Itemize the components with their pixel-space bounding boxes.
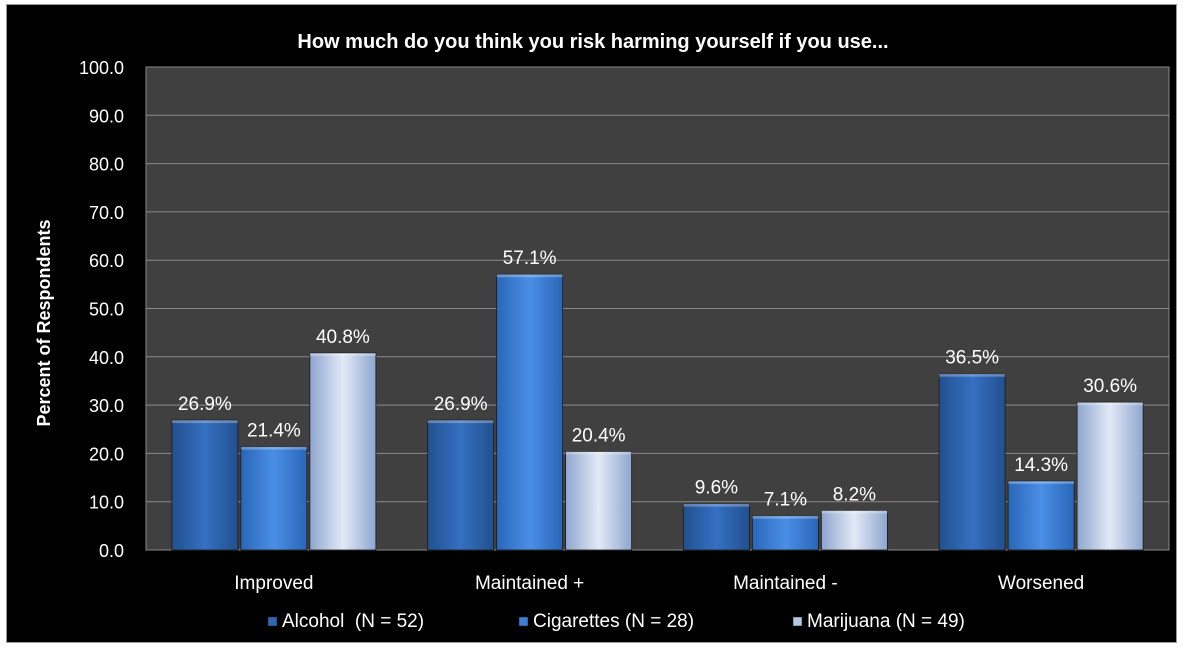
bar-highlight [171,420,238,424]
bar-alcohol [427,419,495,551]
y-axis-label: Percent of Respondents [34,219,54,426]
bar-alcohol [682,503,750,551]
legend: Alcohol (N = 52) Cigarettes (N = 28) Marij… [267,611,965,632]
bar-highlight [1008,480,1075,484]
bar-highlight [427,420,494,424]
bar-highlight [1077,402,1144,406]
bar-cigarettes [1007,480,1075,551]
data-label: 20.4% [572,425,626,446]
x-tick-label: Improved [234,573,313,594]
legend-label: Cigarettes (N = 28) [533,611,694,632]
bar-marijuana [820,509,888,551]
bar-alcohol [938,373,1006,551]
y-tick-label: 60.0 [89,251,124,271]
y-tick-label: 100.0 [79,58,124,78]
data-label: 40.8% [316,327,370,348]
bars [171,273,1144,551]
bar-highlight [240,446,307,450]
data-label: 14.3% [1014,455,1068,476]
x-tick-labels: Improved Maintained + Maintained - Worsened [234,573,1084,594]
bar-highlight [752,515,819,519]
legend-swatch [792,616,803,627]
data-label: 8.2% [833,484,876,505]
y-tick-label: 40.0 [89,348,124,368]
legend-label: Marijuana (N = 49) [807,611,965,632]
y-tick-label: 90.0 [89,106,124,126]
chart-title: How much do you think you risk harming y… [297,31,888,53]
y-tick-label: 0.0 [99,541,124,561]
data-label: 7.1% [764,490,807,511]
y-tick-label: 80.0 [89,155,124,175]
data-label: 9.6% [695,478,738,499]
data-label: 21.4% [247,421,301,442]
x-tick-label: Maintained - [733,573,838,594]
bar-cigarettes [751,515,819,551]
y-tick-label: 30.0 [89,396,124,416]
data-label: 30.6% [1083,376,1137,397]
data-label: 26.9% [434,394,488,415]
data-label: 57.1% [503,248,557,269]
bar-highlight [683,503,750,507]
x-tick-label: Worsened [998,573,1084,594]
y-tick-label: 50.0 [89,300,124,320]
y-tick-label: 70.0 [89,203,124,223]
x-tick-label: Maintained + [475,573,584,594]
bar-cigarettes [496,273,564,551]
bar-highlight [821,510,888,514]
bar-marijuana [309,352,377,551]
bar-highlight [939,373,1006,377]
bar-highlight [309,352,376,356]
bar-marijuana [565,451,633,551]
y-tick-labels: 0.0 10.0 20.0 30.0 40.0 50.0 60.0 70.0 80.0 90.0 1… [79,58,124,561]
bar-cigarettes [240,446,308,551]
y-tick-label: 10.0 [89,493,124,513]
gridlines [146,66,1169,503]
legend-swatch [267,616,278,627]
data-label: 26.9% [178,394,232,415]
legend-label: Alcohol (N = 52) [282,611,424,632]
bar-highlight [496,274,563,278]
bar-marijuana [1076,401,1144,551]
data-labels: 26.9% 21.4% 40.8% 26.9% 57.1% 20.4% 9.6% 7.1% 8.… [178,248,1137,511]
bar-alcohol [171,419,239,551]
data-label: 36.5% [945,348,999,369]
y-tick-label: 20.0 [89,444,124,464]
bar-highlight [565,451,632,455]
legend-swatch [518,616,529,627]
